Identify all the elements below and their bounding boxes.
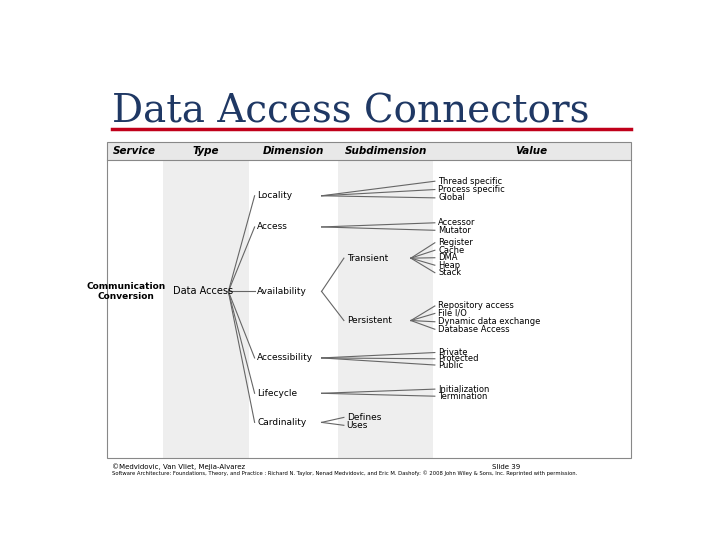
Text: Database Access: Database Access — [438, 325, 510, 334]
Text: Uses: Uses — [347, 421, 368, 430]
Text: Access: Access — [258, 222, 288, 232]
Text: Private: Private — [438, 348, 468, 357]
Text: Subdimension: Subdimension — [345, 146, 427, 156]
Text: Locality: Locality — [258, 191, 292, 200]
Bar — [249, 141, 338, 458]
Text: DMA: DMA — [438, 253, 458, 262]
Text: File I/O: File I/O — [438, 309, 467, 318]
Bar — [163, 141, 249, 458]
Text: Dynamic data exchange: Dynamic data exchange — [438, 318, 541, 326]
Text: Type: Type — [192, 146, 219, 156]
Text: Value: Value — [515, 146, 547, 156]
Text: Protected: Protected — [438, 354, 479, 363]
Text: Lifecycle: Lifecycle — [258, 389, 297, 398]
Text: Cache: Cache — [438, 246, 464, 255]
Text: Persistent: Persistent — [347, 316, 392, 325]
Bar — [338, 141, 433, 458]
Text: Public: Public — [438, 361, 463, 369]
Text: Mutator: Mutator — [438, 226, 471, 235]
Text: Initialization: Initialization — [438, 384, 490, 394]
Text: Termination: Termination — [438, 392, 487, 401]
Text: ©Medvidovic, Van Vliet, Mejia-Alvarez: ©Medvidovic, Van Vliet, Mejia-Alvarez — [112, 463, 246, 470]
Text: Data Access: Data Access — [173, 286, 233, 296]
Text: Data Access Connectors: Data Access Connectors — [112, 94, 590, 131]
Text: Service: Service — [113, 146, 156, 156]
Text: Availability: Availability — [258, 287, 307, 296]
Text: Stack: Stack — [438, 268, 462, 277]
Text: Process specific: Process specific — [438, 185, 505, 194]
Text: Accessor: Accessor — [438, 218, 476, 227]
Text: Slide 39: Slide 39 — [492, 464, 520, 470]
Text: Software Architecture: Foundations, Theory, and Practice : Richard N. Taylor, Ne: Software Architecture: Foundations, Theo… — [112, 471, 577, 476]
Text: Register: Register — [438, 238, 473, 247]
Text: Global: Global — [438, 193, 465, 202]
Bar — [107, 141, 631, 160]
Bar — [433, 141, 631, 458]
Text: Transient: Transient — [347, 254, 388, 262]
Text: Dimension: Dimension — [263, 146, 324, 156]
Text: Thread specific: Thread specific — [438, 177, 503, 186]
Text: Communication
Conversion: Communication Conversion — [86, 282, 166, 301]
Text: Repository access: Repository access — [438, 301, 514, 310]
Text: Defines: Defines — [347, 413, 381, 422]
Text: Cardinality: Cardinality — [258, 418, 307, 427]
Text: Heap: Heap — [438, 261, 460, 269]
Bar — [107, 141, 631, 458]
Text: Accessibility: Accessibility — [258, 354, 313, 362]
Bar — [107, 141, 163, 458]
